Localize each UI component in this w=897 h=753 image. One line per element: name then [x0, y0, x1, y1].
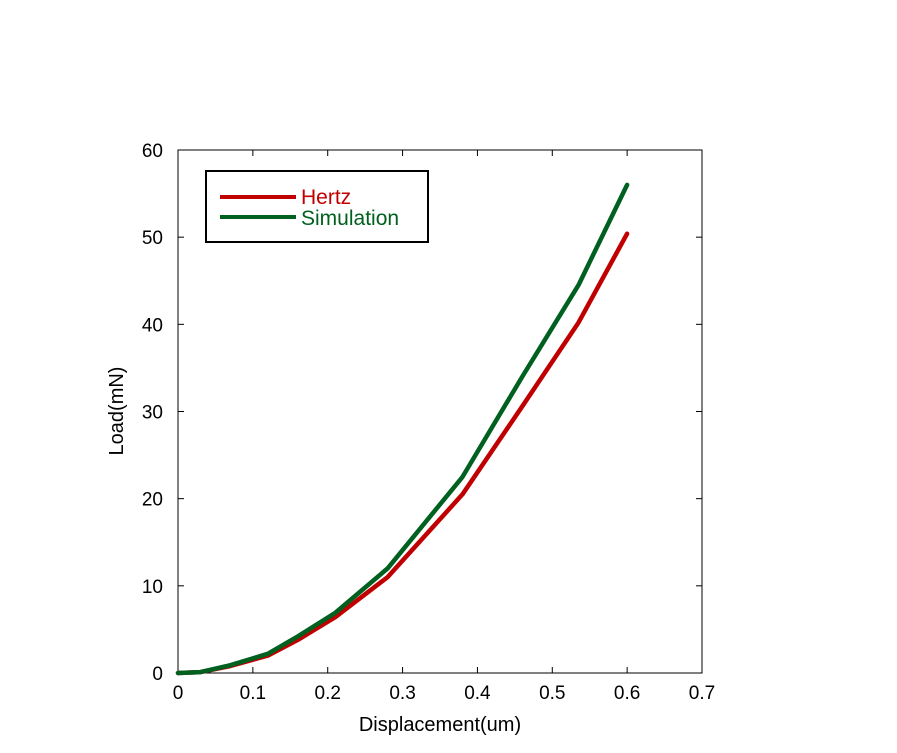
legend-box: [205, 170, 429, 243]
x-tick-label: 0.2: [315, 683, 341, 704]
x-tick-label: 0.1: [240, 683, 266, 704]
x-axis-label: Displacement(um): [359, 714, 521, 736]
x-tick-label: 0: [173, 683, 184, 704]
x-axis-ticks: 0 0.1 0.2 0.3 0.4 0.5 0.6 0.7: [173, 150, 715, 704]
y-tick-label: 20: [142, 490, 163, 511]
x-tick-label: 0.5: [539, 683, 565, 704]
x-tick-label: 0.6: [614, 683, 640, 704]
series-line-simulation: [175, 182, 630, 676]
legend-label-hertz: Hertz: [301, 186, 351, 209]
legend-label-simulation: Simulation: [301, 207, 399, 230]
y-tick-label: 50: [142, 228, 163, 249]
x-tick-label: 0.3: [389, 683, 415, 704]
legend: Hertz Simulation: [205, 170, 429, 243]
series-layer: [175, 182, 630, 676]
y-tick-label: 10: [142, 577, 163, 598]
y-axis-ticks: 0 10 20 30 40 50 60: [142, 141, 702, 685]
x-tick-label: 0.4: [464, 683, 491, 704]
x-tick-label: 0.7: [689, 683, 715, 704]
y-tick-label: 30: [142, 403, 163, 424]
y-axis-label: Load(mN): [106, 367, 128, 456]
y-tick-label: 40: [142, 315, 163, 336]
y-tick-label: 0: [152, 664, 163, 685]
y-tick-label: 60: [142, 141, 163, 162]
